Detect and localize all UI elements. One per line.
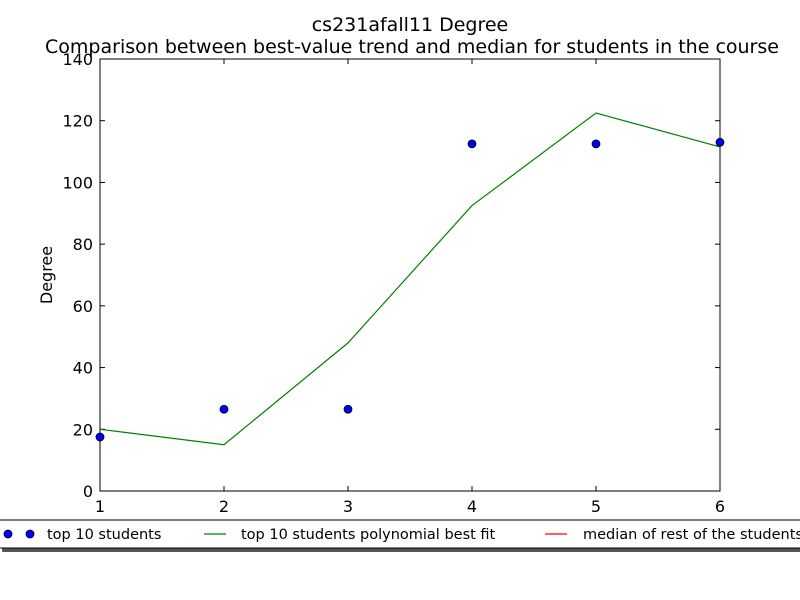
x-tick-label: 2 [219,497,229,516]
y-tick-label: 140 [62,50,93,69]
chart-subtitle: Comparison between best-value trend and … [45,36,779,58]
chart-title: cs231afall11 Degree [312,14,509,36]
legend-marker [25,529,35,539]
y-tick-label: 40 [73,359,93,378]
legend-label: top 10 students [47,527,161,543]
axis-ticks [99,58,721,492]
x-tick-label: 3 [343,497,353,516]
legend: top 10 students top 10 students polynomia… [0,519,800,552]
y-tick-label: 60 [73,297,93,316]
legend-box [0,519,800,549]
y-tick-label: 20 [73,420,93,439]
data-point [95,432,105,442]
x-tick-label: 5 [591,497,601,516]
y-tick-label: 120 [62,112,93,131]
legend-marker [3,529,13,539]
plot-marks [95,112,725,446]
legend-label: top 10 students polynomial best fit [241,527,496,543]
y-tick-label: 0 [83,482,93,501]
y-axis-label: Degree [37,246,56,304]
y-tick-label: 100 [62,173,93,192]
x-tick-label: 1 [95,497,105,516]
data-point [715,137,725,147]
legend-label: median of rest of the students [583,527,800,543]
x-tick-label: 4 [467,497,477,516]
x-tick-label: 6 [715,497,725,516]
data-point [219,404,229,414]
series-line-1 [99,112,721,446]
data-point [467,139,477,149]
data-point [343,404,353,414]
y-tick-label: 80 [73,235,93,254]
data-point [591,139,601,149]
